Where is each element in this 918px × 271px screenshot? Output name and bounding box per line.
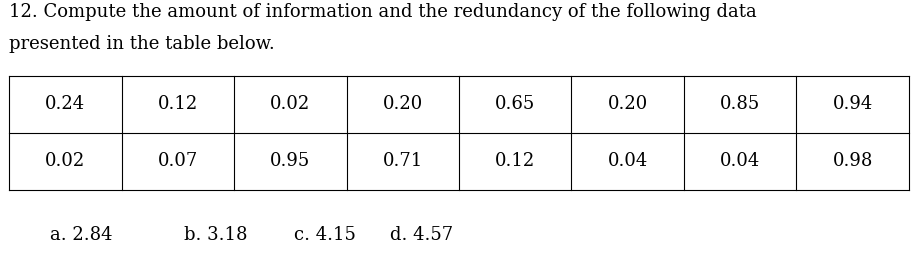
Text: 0.24: 0.24 <box>45 95 85 113</box>
Text: 0.98: 0.98 <box>833 152 873 170</box>
Text: c. 4.15: c. 4.15 <box>294 226 355 244</box>
Text: 0.65: 0.65 <box>495 95 535 113</box>
Text: 0.02: 0.02 <box>45 152 85 170</box>
Text: 0.20: 0.20 <box>608 95 648 113</box>
Text: b. 3.18: b. 3.18 <box>184 226 247 244</box>
Text: 0.94: 0.94 <box>833 95 873 113</box>
Text: 12. Compute the amount of information and the redundancy of the following data: 12. Compute the amount of information an… <box>9 3 757 21</box>
Text: 0.12: 0.12 <box>158 95 198 113</box>
Text: 0.07: 0.07 <box>158 152 198 170</box>
Text: 0.04: 0.04 <box>608 152 648 170</box>
Text: a. 2.84: a. 2.84 <box>50 226 113 244</box>
Text: 0.12: 0.12 <box>495 152 535 170</box>
Text: 0.02: 0.02 <box>270 95 310 113</box>
Text: 0.71: 0.71 <box>383 152 423 170</box>
Text: d. 4.57: d. 4.57 <box>390 226 453 244</box>
Text: presented in the table below.: presented in the table below. <box>9 35 274 53</box>
Text: 0.04: 0.04 <box>720 152 760 170</box>
Text: 0.20: 0.20 <box>383 95 423 113</box>
Text: 0.95: 0.95 <box>270 152 310 170</box>
Text: 0.85: 0.85 <box>720 95 760 113</box>
